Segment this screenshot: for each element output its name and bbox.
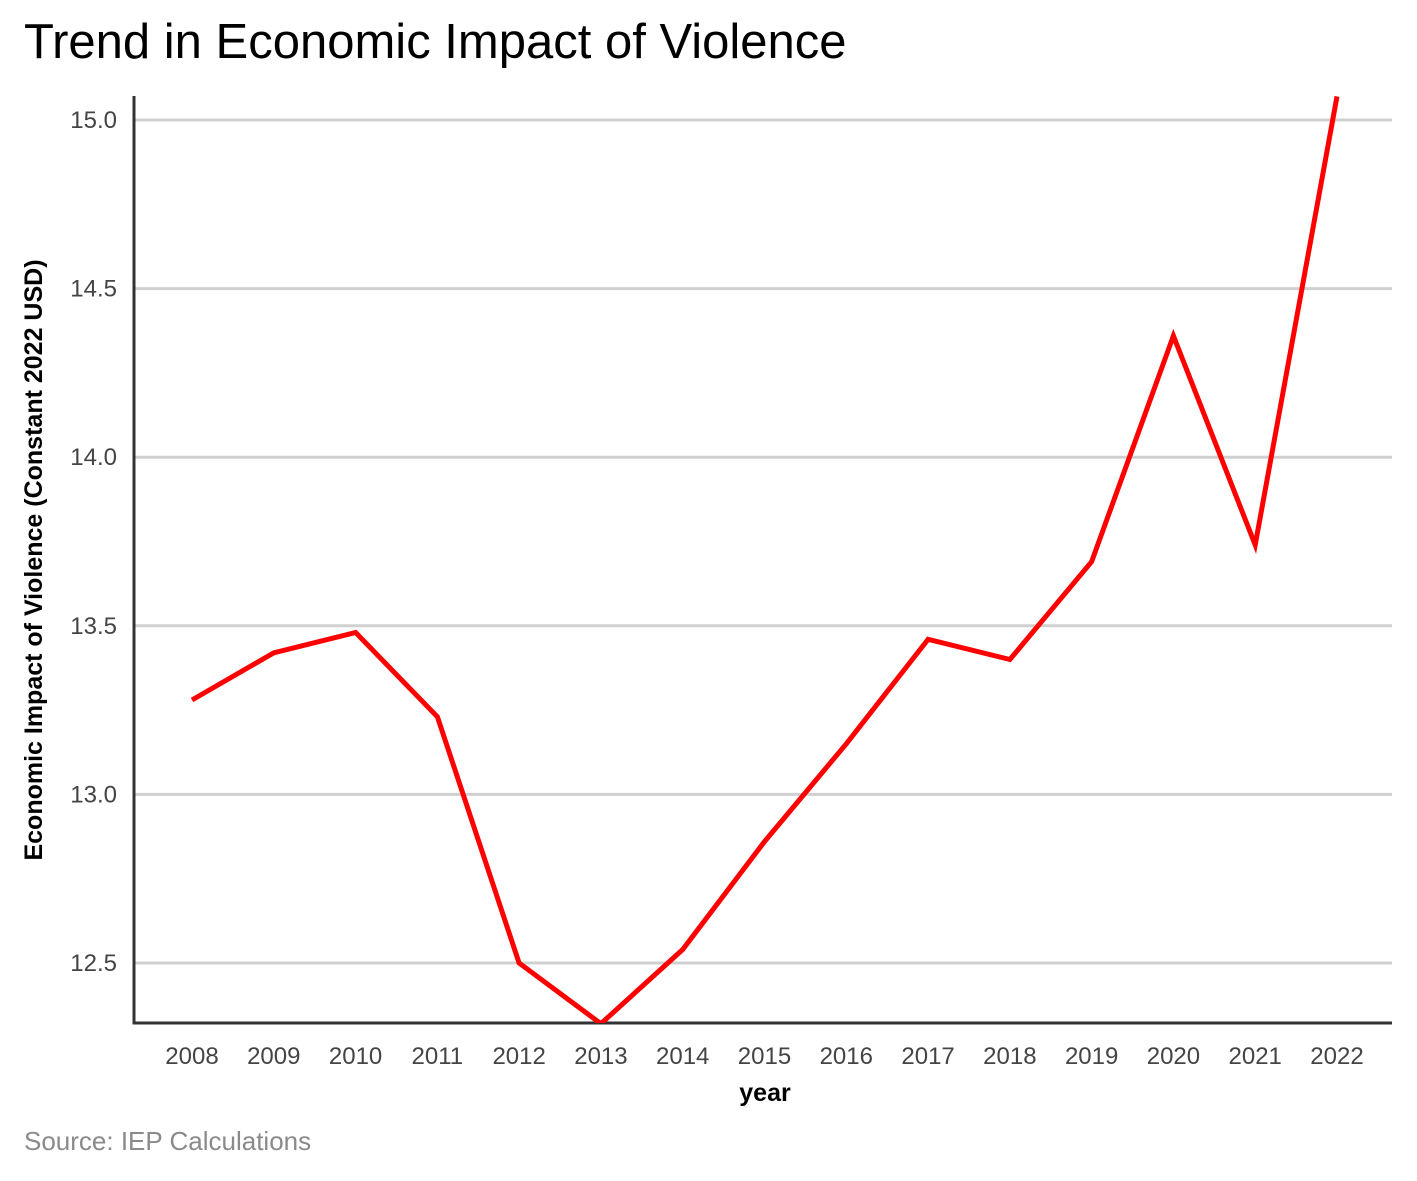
y-tick-label: 13.0 xyxy=(70,781,117,808)
x-tick-label: 2022 xyxy=(1310,1043,1363,1070)
y-tick-label: 14.0 xyxy=(70,444,117,471)
x-tick-label: 2014 xyxy=(656,1043,709,1070)
y-axis-title: Economic Impact of Violence (Constant 20… xyxy=(20,259,48,860)
y-tick-label: 13.5 xyxy=(70,613,117,640)
y-tick-label: 12.5 xyxy=(70,950,117,977)
gridlines xyxy=(134,118,1392,965)
x-tick-label: 2011 xyxy=(412,1043,464,1070)
x-tick-labels: 2008 2009 2010 2011 2012 2013 2014 2015 2016 2017… xyxy=(165,1043,1363,1070)
x-tick-label: 2019 xyxy=(1065,1043,1118,1070)
y-tick-labels: 12.5 13.0 13.5 14.0 14.5 15.0 xyxy=(70,107,117,977)
x-tick-label: 2013 xyxy=(574,1043,627,1070)
y-tick-label: 15.0 xyxy=(70,107,117,134)
x-tick-label: 2015 xyxy=(738,1043,791,1070)
x-tick-label: 2012 xyxy=(492,1043,545,1070)
x-tick-label: 2010 xyxy=(329,1043,382,1070)
x-tick-label: 2018 xyxy=(983,1043,1036,1070)
x-tick-label: 2009 xyxy=(247,1043,300,1070)
x-tick-label: 2016 xyxy=(820,1043,873,1070)
y-tick-label: 14.5 xyxy=(70,276,117,303)
x-tick-label: 2020 xyxy=(1147,1043,1200,1070)
x-tick-label: 2008 xyxy=(165,1043,218,1070)
series-line-0 xyxy=(190,96,1340,1023)
x-tick-label: 2017 xyxy=(901,1043,954,1070)
x-tick-label: 2021 xyxy=(1229,1043,1282,1070)
x-axis-title: year xyxy=(739,1079,791,1107)
series-layer xyxy=(190,96,1340,1023)
axes xyxy=(132,96,1392,1025)
source-note: Source: IEP Calculations xyxy=(24,1126,312,1156)
chart-title: Trend in Economic Impact of Violence xyxy=(24,15,847,69)
